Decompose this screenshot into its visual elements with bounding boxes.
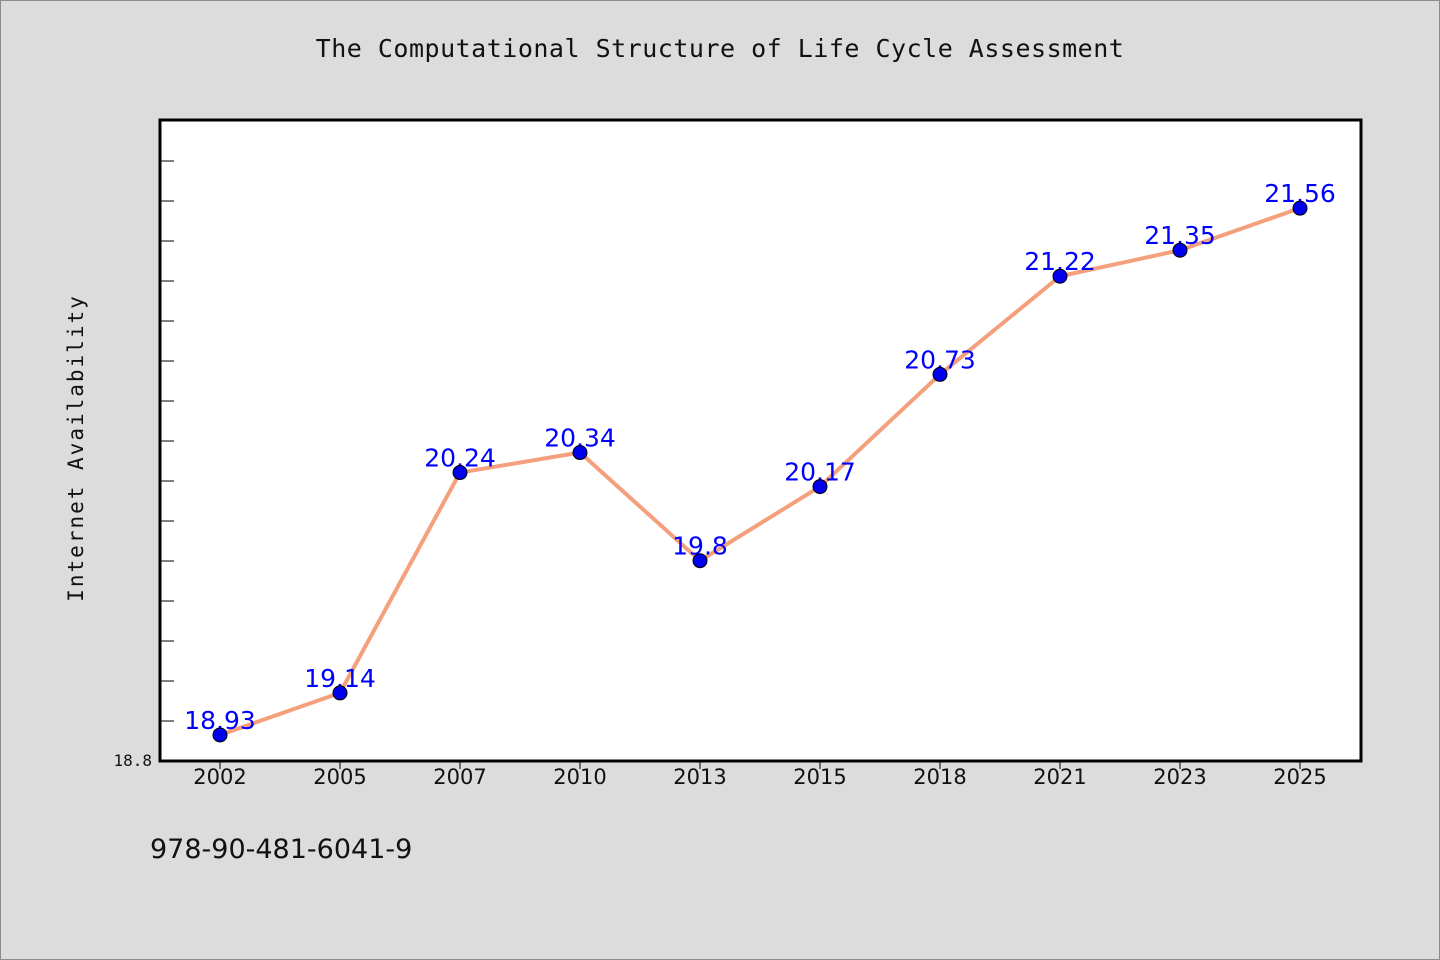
data-point — [212, 727, 228, 743]
x-tick-label: 2025 — [1273, 765, 1326, 789]
data-point — [1292, 200, 1308, 216]
x-tick-label: 2023 — [1153, 765, 1206, 789]
data-point — [1052, 268, 1068, 284]
x-tick-label: 2010 — [553, 765, 606, 789]
series-line — [218, 206, 1302, 737]
data-point — [452, 465, 468, 481]
chart-title: The Computational Structure of Life Cycl… — [315, 34, 1125, 63]
x-tick-label: 2013 — [673, 765, 726, 789]
x-tick-label: 2002 — [193, 765, 246, 789]
isbn-text: 978-90-481-6041-9 — [150, 834, 413, 865]
data-point — [692, 553, 708, 569]
x-tick-label: 2007 — [433, 765, 486, 789]
x-tick-label: 2015 — [793, 765, 846, 789]
x-tick-label: 2005 — [313, 765, 366, 789]
y-tick-label: 18.8 — [113, 751, 152, 770]
x-tick-label: 2018 — [913, 765, 966, 789]
data-point — [932, 366, 948, 382]
x-tick-label: 2021 — [1033, 765, 1086, 789]
data-point — [572, 445, 588, 461]
data-point — [812, 479, 828, 495]
data-point — [332, 685, 348, 701]
data-point — [1172, 242, 1188, 258]
